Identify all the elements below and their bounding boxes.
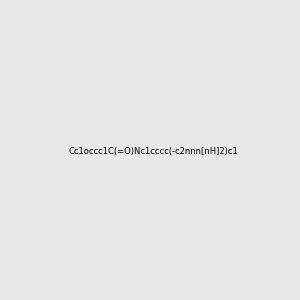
Text: Cc1occc1C(=O)Nc1cccc(-c2nnn[nH]2)c1: Cc1occc1C(=O)Nc1cccc(-c2nnn[nH]2)c1	[69, 147, 239, 156]
